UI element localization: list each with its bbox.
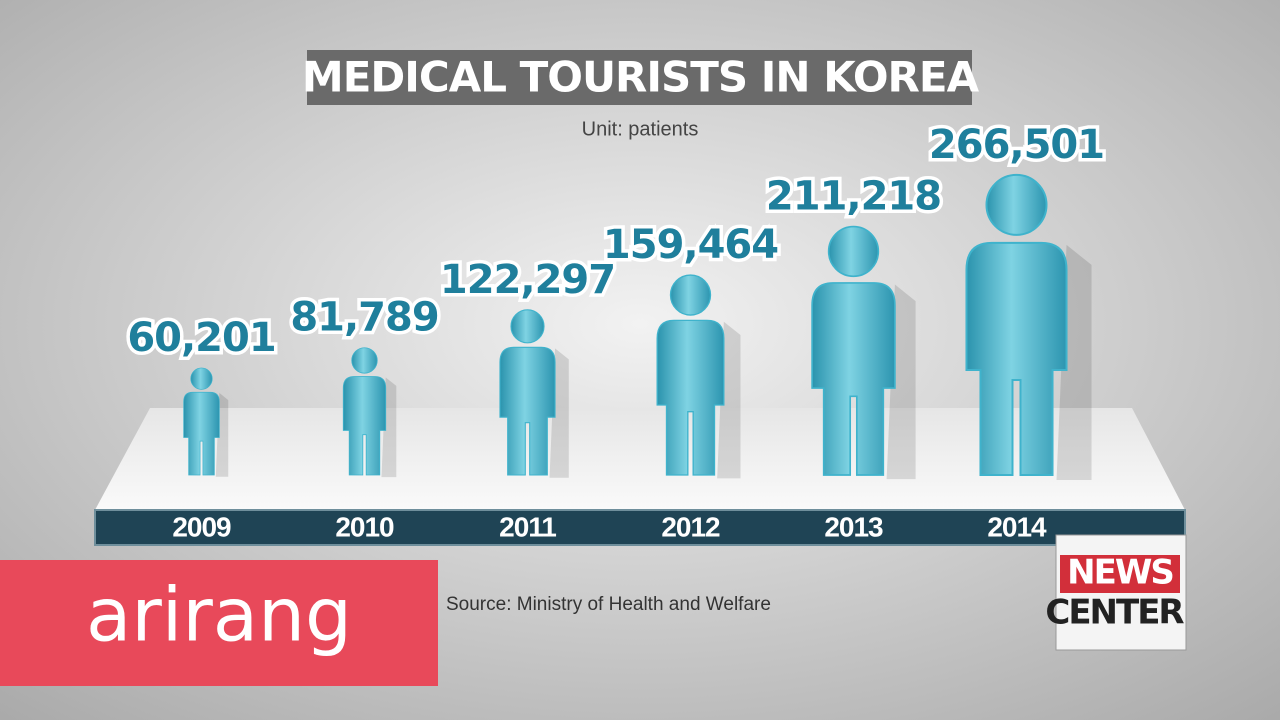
x-tick-label: 2011 [499, 511, 556, 542]
figure-head [669, 274, 712, 316]
figure [811, 225, 916, 480]
figure [656, 274, 741, 479]
x-tick-label: 2009 [172, 511, 231, 542]
figure-head [827, 225, 880, 278]
logo-box [0, 560, 438, 686]
x-tick-label: 2012 [661, 511, 720, 542]
figure [965, 173, 1092, 481]
figure-body [342, 376, 387, 476]
x-tick-label: 2013 [824, 511, 883, 542]
year-band [94, 509, 1186, 546]
figure-head [985, 173, 1048, 236]
badge-red [1060, 555, 1180, 593]
value-label: 266,501 [929, 122, 1104, 168]
figure-head [510, 309, 545, 344]
value-label: 211,218 [766, 174, 941, 220]
figure [342, 347, 397, 478]
figure-body [499, 346, 556, 476]
figure-body [811, 282, 896, 476]
logo: arirang [86, 573, 352, 659]
x-tick-label: 2010 [335, 511, 394, 542]
figure-body [183, 391, 220, 476]
figures [183, 173, 1092, 481]
badge-bottom: CENTER [1045, 593, 1184, 633]
figure-head [351, 347, 378, 374]
figure-head [190, 367, 213, 390]
chart-title: MEDICAL TOURISTS IN KOREA [302, 53, 980, 102]
x-tick-label: 2014 [987, 511, 1047, 542]
figure-body [656, 319, 725, 476]
subtitle: Unit: patients [582, 118, 699, 140]
figure [183, 367, 229, 477]
figure [499, 309, 569, 478]
figure-body [965, 241, 1068, 477]
source: Source: Ministry of Health and Welfare [446, 594, 771, 615]
value-label: 159,464 [603, 222, 778, 268]
value-label: 122,297 [440, 257, 615, 303]
value-label: 81,789 [290, 295, 438, 341]
title-bar [307, 50, 972, 105]
badge-top: NEWS [1067, 553, 1173, 593]
value-label: 60,201 [127, 315, 275, 361]
